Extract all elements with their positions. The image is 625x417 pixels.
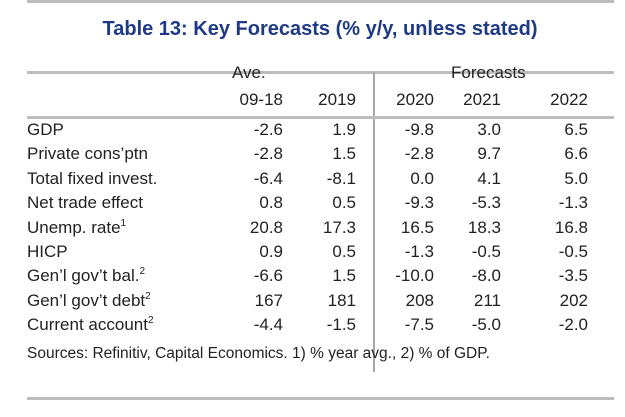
table-cell: -2.8 — [253, 144, 283, 164]
table-cell: 1.5 — [332, 266, 356, 286]
header-rule — [27, 71, 614, 74]
table-cell: -0.5 — [558, 242, 588, 261]
row-label-text: GDP — [27, 120, 64, 139]
row-label-text: Gen’l gov’t bal. — [27, 266, 140, 286]
row-label: Unemp. rate1 — [27, 218, 126, 238]
column-header: 2021 — [463, 90, 501, 109]
table-cell: -1.5 — [326, 315, 356, 335]
table-cell: -8.0 — [471, 266, 501, 286]
table-cell: 16.8 — [554, 217, 588, 237]
row-label-text: Gen’l gov’t debt — [27, 290, 146, 310]
row-label: Total fixed invest. — [27, 169, 157, 189]
table-cell: 167 — [254, 290, 283, 310]
table-cell: 0.5 — [332, 193, 356, 213]
top-rule — [27, 0, 614, 3]
row-label: Current account2 — [27, 315, 154, 335]
table-cell: -2.0 — [558, 315, 588, 335]
footnote-marker: 1 — [120, 217, 127, 229]
table-cell: -7.5 — [404, 315, 434, 335]
row-label-text: Private cons’ptn — [27, 144, 148, 164]
table-cell: -1.3 — [404, 242, 434, 261]
table-title: Table 13: Key Forecasts (% y/y, unless s… — [102, 18, 538, 40]
table-cell: -3.5 — [558, 266, 588, 286]
table-cell: 4.1 — [477, 168, 501, 188]
row-label-text: Current account — [27, 315, 148, 335]
table-cell: 20.8 — [249, 217, 283, 237]
table-cell: 0.0 — [410, 168, 434, 188]
table-cell: -9.3 — [404, 193, 434, 213]
row-label: GDP — [27, 120, 64, 140]
footnote-marker: 2 — [139, 266, 146, 278]
column-header: 09-18 — [239, 90, 283, 109]
row-label-text: Unemp. rate — [27, 217, 121, 237]
table-cell: -4.4 — [253, 315, 283, 335]
table-cell: 3.0 — [477, 120, 501, 139]
table-cell: -2.8 — [404, 144, 434, 164]
table-cell: 5.0 — [564, 168, 588, 188]
row-label: Gen’l gov’t bal.2 — [27, 266, 145, 286]
table-cell: 6.5 — [564, 120, 588, 139]
table-cell: 6.6 — [564, 144, 588, 164]
table-cell: 181 — [327, 290, 356, 310]
table-cell: 16.5 — [400, 217, 434, 237]
table-cell: -2.6 — [253, 120, 283, 139]
bottom-rule — [27, 397, 614, 400]
table-cell: 211 — [473, 290, 501, 310]
table-cell: 1.5 — [332, 144, 356, 164]
table-cell: 9.7 — [477, 144, 501, 164]
table-cell: -6.6 — [253, 266, 283, 286]
row-label-text: HICP — [27, 242, 68, 261]
header-forecasts: Forecasts — [451, 63, 526, 82]
table-cell: 0.8 — [259, 193, 283, 213]
table-cell: 1.9 — [332, 120, 356, 139]
table-cell: -5.0 — [471, 315, 501, 335]
footnote-marker: 2 — [147, 315, 154, 327]
row-label-text: Net trade effect — [27, 193, 143, 213]
header-bottom-rule — [27, 116, 614, 119]
table-cell: -0.5 — [471, 242, 501, 261]
source-note: Sources: Refinitiv, Capital Economics. 1… — [27, 345, 490, 362]
column-header: 2020 — [396, 90, 434, 109]
table-cell: -1.3 — [558, 193, 588, 213]
table-cell: 0.5 — [332, 242, 356, 261]
column-header: 2019 — [318, 90, 356, 109]
table-cell: 202 — [559, 290, 588, 310]
table-cell: -10.0 — [395, 266, 434, 286]
row-label: Net trade effect — [27, 193, 143, 213]
row-label: Gen’l gov’t debt2 — [27, 291, 151, 311]
footnote-marker: 2 — [145, 290, 151, 302]
column-header: 2022 — [550, 90, 588, 109]
table-cell: -8.1 — [326, 168, 356, 188]
table-cell: 208 — [405, 290, 434, 310]
table-cell: 17.3 — [322, 217, 356, 237]
forecast-divider — [373, 72, 375, 372]
row-label-text: Total fixed invest. — [27, 168, 158, 188]
table-cell: 18.3 — [467, 217, 501, 237]
table-cell: -9.8 — [404, 120, 434, 139]
row-label: Private cons’ptn — [27, 144, 148, 164]
table-cell: -5.3 — [471, 193, 501, 213]
table-cell: -6.4 — [253, 168, 283, 188]
table-cell: 0.9 — [259, 242, 283, 261]
row-label: HICP — [27, 242, 68, 262]
header-ave: Ave. — [232, 63, 266, 82]
